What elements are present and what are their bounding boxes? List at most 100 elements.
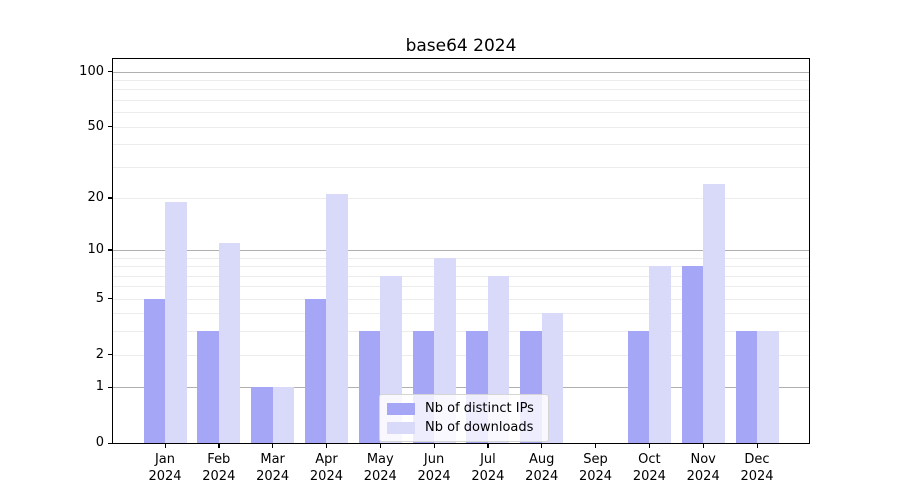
x-tick-year: 2024 <box>202 469 236 484</box>
minor-gridline <box>113 275 809 277</box>
bar-nov-ips <box>681 266 704 443</box>
minor-gridline <box>113 197 809 199</box>
x-tick-year: 2024 <box>256 469 290 484</box>
x-tick-label: Sep 2024 <box>566 451 626 485</box>
x-tick-month: Feb <box>207 452 231 467</box>
x-tick-year: 2024 <box>686 469 720 484</box>
x-tick-mark <box>487 444 489 448</box>
y-tick-label: 5 <box>95 290 104 306</box>
x-tick-mark <box>325 444 328 448</box>
minor-gridline <box>113 79 809 81</box>
x-tick-year: 2024 <box>632 469 666 484</box>
minor-gridline <box>113 166 809 168</box>
x-tick-year: 2024 <box>578 469 613 484</box>
x-tick-label: Jan 2024 <box>135 451 195 485</box>
y-tick-label: 1 <box>95 379 104 395</box>
x-tick-mark <box>702 444 704 448</box>
y-tick-mark <box>108 126 112 128</box>
y-tick-label: 50 <box>87 118 104 134</box>
x-tick-label: Dec 2024 <box>727 451 787 485</box>
x-tick-label: Aug 2024 <box>512 451 572 485</box>
x-tick-month: May <box>366 452 394 467</box>
x-tick-mark <box>595 444 597 448</box>
x-tick-label: May 2024 <box>350 451 410 485</box>
y-tick-mark <box>108 197 112 199</box>
x-tick-mark <box>756 444 758 448</box>
minor-gridline <box>113 298 809 300</box>
x-tick-month: Nov <box>690 452 716 467</box>
x-tick-month: Apr <box>315 452 338 467</box>
x-tick-label: Jul 2024 <box>458 451 518 485</box>
bar-apr-downloads <box>326 194 348 443</box>
bar-oct-downloads <box>649 266 671 443</box>
x-tick-label: Feb 2024 <box>189 451 249 485</box>
chart-title: base64 2024 <box>405 36 517 56</box>
bar-feb-downloads <box>218 243 241 443</box>
legend-item-downloads: Nb of downloads <box>387 420 540 435</box>
legend-item-distinct-ips: Nb of distinct IPs <box>387 401 540 416</box>
minor-gridline <box>113 89 809 91</box>
y-tick-label: 100 <box>79 63 104 79</box>
y-tick-mark <box>108 249 112 251</box>
y-tick-mark <box>108 298 112 300</box>
x-tick-month: Jan <box>154 452 176 467</box>
legend-swatch-downloads <box>387 421 415 434</box>
bar-feb-ips <box>197 331 219 443</box>
y-tick-label: 20 <box>87 189 104 205</box>
y-tick-mark <box>108 442 112 444</box>
x-tick-mark <box>218 444 220 448</box>
legend-swatch-distinct-ips <box>387 402 415 415</box>
y-tick-mark <box>108 354 112 356</box>
minor-gridline <box>113 313 809 315</box>
bar-dec-ips <box>735 331 757 443</box>
x-tick-year: 2024 <box>740 469 774 484</box>
bar-oct-ips <box>627 331 650 443</box>
x-tick-mark <box>648 444 651 448</box>
x-tick-year: 2024 <box>309 469 343 484</box>
minor-gridline <box>113 286 809 288</box>
y-tick-label: 0 <box>95 435 104 450</box>
x-tick-year: 2024 <box>471 469 505 484</box>
minor-gridline <box>113 257 809 259</box>
bar-mar-ips <box>251 387 273 443</box>
major-gridline <box>113 387 809 389</box>
bar-may-ips <box>358 331 381 443</box>
x-tick-year: 2024 <box>148 469 182 484</box>
x-tick-year: 2024 <box>525 469 559 484</box>
x-tick-month: Jul <box>480 452 496 467</box>
x-tick-label: Oct 2024 <box>619 451 679 485</box>
y-tick-mark <box>108 71 112 73</box>
bar-mar-downloads <box>272 387 295 443</box>
x-tick-mark <box>541 444 543 448</box>
x-tick-month: Mar <box>260 452 285 467</box>
x-tick-year: 2024 <box>363 469 397 484</box>
bar-jan-downloads <box>165 201 187 443</box>
minor-gridline <box>113 126 809 128</box>
x-tick-month: Sep <box>583 452 608 467</box>
x-tick-label: Mar 2024 <box>243 451 303 485</box>
x-tick-mark <box>379 444 381 448</box>
x-tick-month: Aug <box>529 452 555 467</box>
x-tick-mark <box>433 444 435 448</box>
bar-jan-ips <box>143 298 165 443</box>
minor-gridline <box>113 99 809 101</box>
minor-gridline <box>113 331 809 333</box>
legend-label-distinct-ips: Nb of distinct IPs <box>425 401 534 416</box>
bar-dec-downloads <box>757 331 779 443</box>
x-tick-label: Nov 2024 <box>673 451 733 485</box>
y-tick-label: 10 <box>87 241 104 257</box>
major-gridline <box>113 71 809 73</box>
major-gridline <box>113 249 809 251</box>
x-tick-month: Dec <box>744 452 770 467</box>
x-tick-month: Oct <box>638 452 661 467</box>
x-tick-label: Apr 2024 <box>296 451 356 485</box>
x-tick-year: 2024 <box>417 469 451 484</box>
minor-gridline <box>113 354 809 356</box>
minor-gridline <box>113 144 809 146</box>
x-tick-label: Jun 2024 <box>404 451 464 485</box>
y-tick-label: 2 <box>95 346 104 362</box>
bar-nov-downloads <box>703 183 725 443</box>
legend-label-downloads: Nb of downloads <box>425 420 534 435</box>
y-tick-mark <box>108 386 112 388</box>
